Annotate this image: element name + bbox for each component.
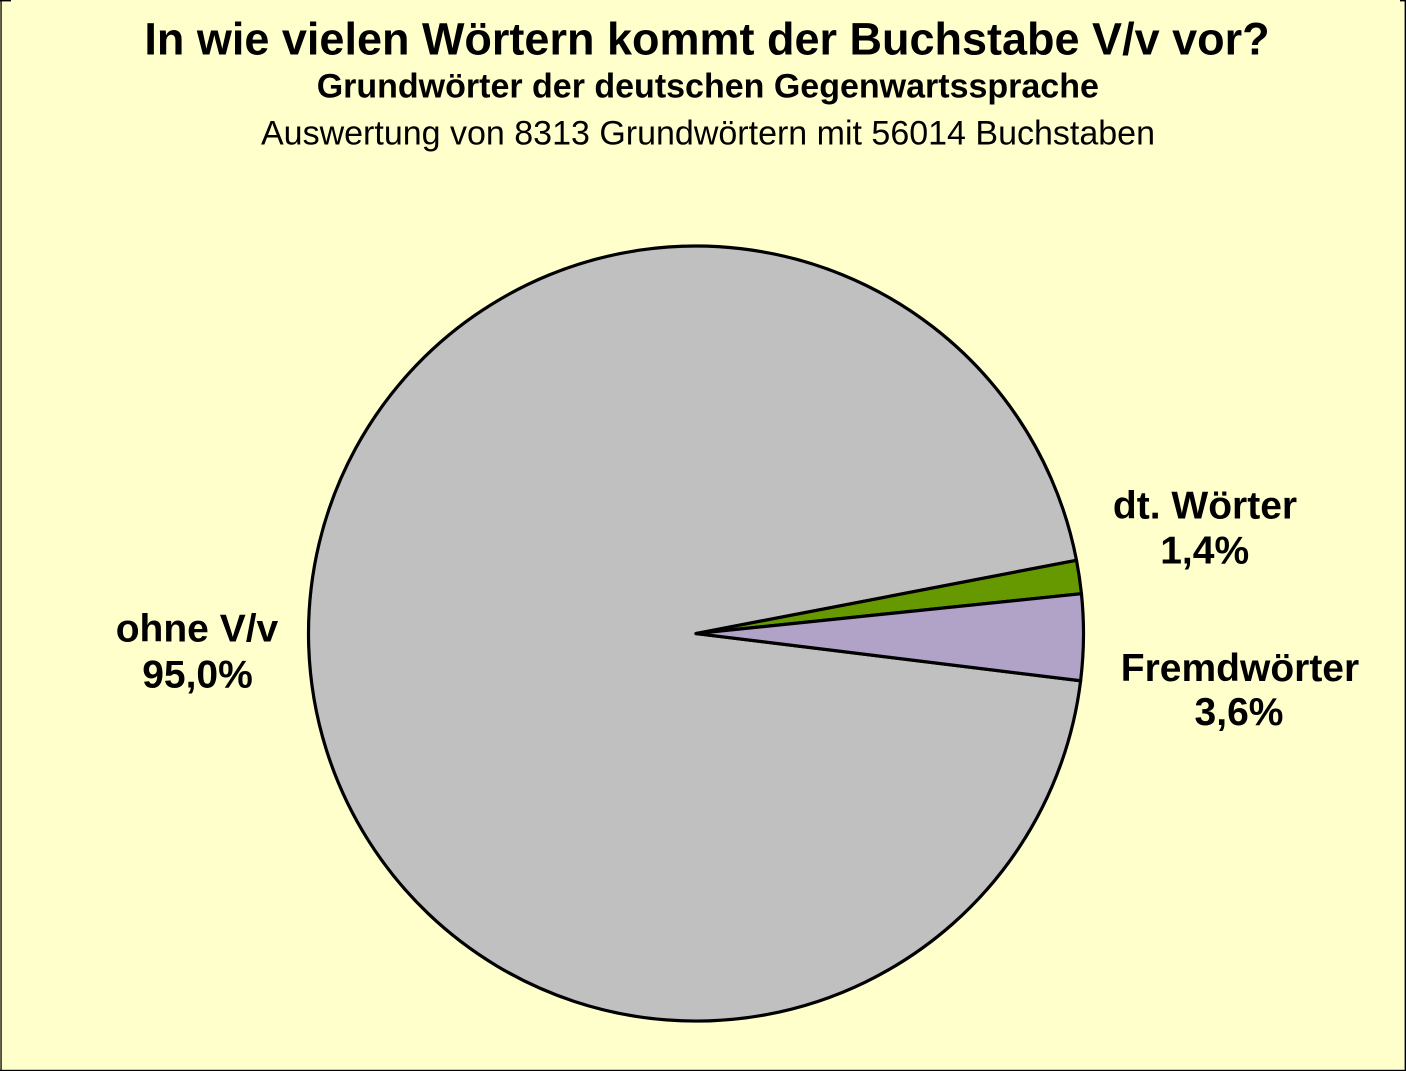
svg-text:Grundwörter der deutschen Gege: Grundwörter der deutschen Gegenwartsspra… xyxy=(317,68,1099,106)
svg-text:Fremdwörter: Fremdwörter xyxy=(1121,647,1359,690)
svg-text:In wie vielen Wörtern kommt de: In wie vielen Wörtern kommt der Buchstab… xyxy=(144,13,1269,64)
svg-text:95,0%: 95,0% xyxy=(142,654,253,697)
svg-text:1,4%: 1,4% xyxy=(1160,530,1249,573)
svg-text:Auswertung von 8313 Grundwörte: Auswertung von 8313 Grundwörtern mit 560… xyxy=(261,114,1155,152)
svg-text:ohne V/v: ohne V/v xyxy=(116,608,279,651)
svg-text:3,6%: 3,6% xyxy=(1195,691,1284,734)
svg-text:dt. Wörter: dt. Wörter xyxy=(1113,485,1297,528)
